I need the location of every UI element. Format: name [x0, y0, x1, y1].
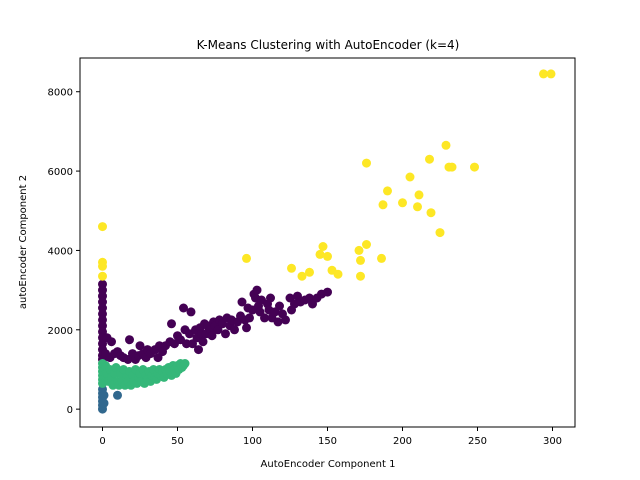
- x-axis-label: AutoEncoder Component 1: [261, 459, 396, 470]
- x-tick-label: 200: [393, 436, 412, 447]
- data-point: [447, 162, 457, 172]
- data-point: [180, 359, 190, 368]
- x-tick-label: 50: [171, 436, 184, 447]
- data-point: [230, 325, 239, 335]
- data-point: [435, 228, 445, 238]
- x-tick-label: 0: [99, 436, 105, 447]
- y-tick-label: 2000: [48, 326, 73, 337]
- data-point: [252, 285, 262, 295]
- data-point: [333, 269, 343, 279]
- x-axis-ticks: 0 50 100 150 200 250 300: [99, 427, 562, 447]
- data-point: [198, 337, 208, 347]
- x-tick-label: 100: [243, 436, 262, 447]
- x-tick-label: 250: [468, 436, 487, 447]
- chart-title: K-Means Clustering with AutoEncoder (k=4…: [197, 38, 460, 52]
- data-point: [413, 202, 422, 212]
- data-point: [135, 341, 145, 351]
- data-point: [287, 263, 296, 273]
- data-point: [546, 69, 556, 79]
- data-point: [378, 200, 388, 210]
- data-point: [362, 158, 371, 168]
- data-point: [323, 251, 332, 261]
- y-axis-label: autoEncoder Component 2: [18, 175, 29, 309]
- data-point: [362, 240, 371, 249]
- x-tick-label: 300: [543, 436, 562, 447]
- y-tick-label: 6000: [48, 167, 73, 178]
- data-point: [179, 303, 188, 313]
- data-point: [186, 307, 196, 317]
- data-point: [383, 186, 392, 196]
- data-point: [207, 331, 217, 341]
- data-point: [237, 297, 247, 307]
- data-point: [275, 301, 284, 311]
- data-point: [99, 398, 109, 408]
- data-point: [323, 287, 332, 297]
- data-point: [354, 245, 364, 255]
- data-point: [167, 319, 176, 329]
- data-point: [318, 242, 328, 251]
- data-point: [539, 69, 548, 79]
- data-point: [470, 162, 479, 172]
- data-point: [99, 390, 109, 400]
- data-point: [356, 255, 365, 265]
- data-point: [297, 271, 307, 281]
- data-point: [281, 315, 290, 325]
- data-point: [107, 337, 116, 347]
- data-point: [441, 140, 451, 150]
- data-point: [425, 154, 434, 164]
- data-point: [194, 345, 203, 355]
- data-point: [260, 313, 269, 323]
- y-tick-label: 8000: [48, 88, 73, 99]
- data-point: [405, 172, 415, 182]
- data-point: [414, 190, 424, 200]
- data-point: [305, 267, 314, 277]
- data-point: [98, 222, 107, 232]
- data-point: [377, 253, 386, 263]
- y-axis-ticks: 0 2000 4000 6000 8000: [48, 88, 80, 416]
- data-point: [242, 253, 251, 263]
- data-point: [242, 323, 251, 333]
- data-point: [221, 329, 230, 339]
- data-point: [426, 208, 436, 218]
- data-point: [113, 390, 122, 400]
- x-tick-label: 150: [318, 436, 337, 447]
- y-tick-label: 0: [67, 405, 73, 416]
- data-point: [125, 335, 134, 345]
- data-point: [98, 271, 107, 281]
- data-point: [273, 317, 283, 327]
- data-point: [356, 271, 365, 281]
- data-point: [398, 198, 407, 208]
- data-point: [98, 261, 107, 271]
- data-point: [266, 293, 275, 303]
- y-tick-label: 4000: [48, 246, 73, 257]
- data-point: [245, 313, 254, 323]
- data-point: [315, 249, 325, 259]
- plot-area: [98, 69, 556, 414]
